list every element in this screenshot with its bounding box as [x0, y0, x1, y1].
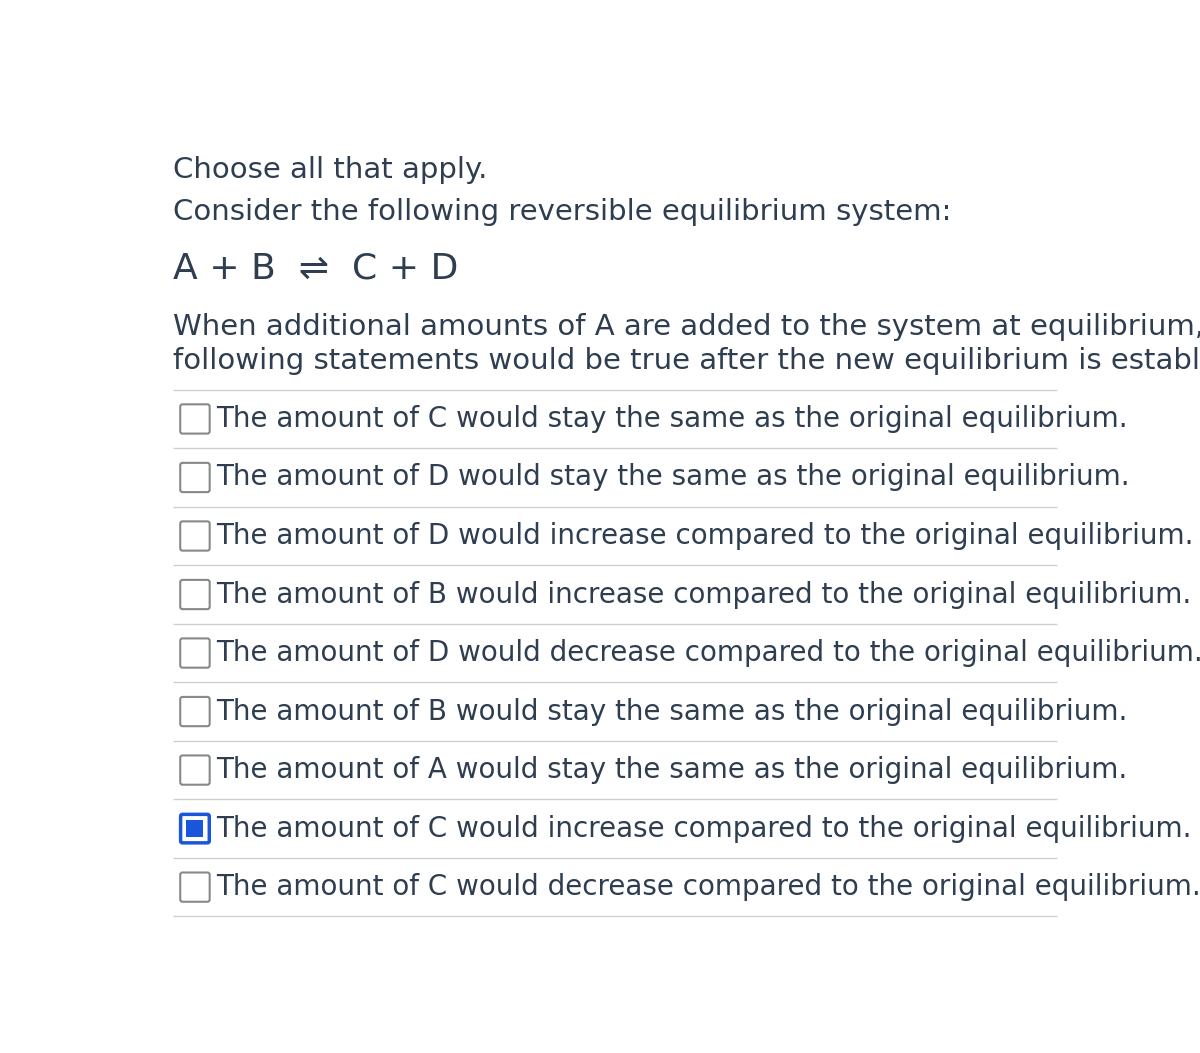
- FancyBboxPatch shape: [180, 873, 210, 901]
- Text: The amount of A would stay the same as the original equilibrium.: The amount of A would stay the same as t…: [216, 756, 1127, 784]
- FancyBboxPatch shape: [180, 580, 210, 609]
- Text: The amount of B would increase compared to the original equilibrium.: The amount of B would increase compared …: [216, 580, 1192, 609]
- Text: The amount of C would increase compared to the original equilibrium.: The amount of C would increase compared …: [216, 815, 1192, 842]
- FancyBboxPatch shape: [180, 697, 210, 727]
- Text: Choose all that apply.: Choose all that apply.: [173, 156, 487, 183]
- Text: The amount of D would decrease compared to the original equilibrium.: The amount of D would decrease compared …: [216, 639, 1200, 667]
- FancyBboxPatch shape: [180, 755, 210, 784]
- FancyBboxPatch shape: [180, 638, 210, 668]
- FancyBboxPatch shape: [180, 521, 210, 551]
- Text: The amount of D would stay the same as the original equilibrium.: The amount of D would stay the same as t…: [216, 463, 1129, 492]
- FancyBboxPatch shape: [180, 463, 210, 492]
- Text: A + B  ⇌  C + D: A + B ⇌ C + D: [173, 252, 458, 285]
- Text: The amount of C would decrease compared to the original equilibrium.: The amount of C would decrease compared …: [216, 873, 1200, 901]
- Text: following statements would be true after the new equilibrium is established?: following statements would be true after…: [173, 347, 1200, 375]
- FancyBboxPatch shape: [180, 404, 210, 434]
- FancyBboxPatch shape: [181, 814, 209, 842]
- Text: The amount of C would stay the same as the original equilibrium.: The amount of C would stay the same as t…: [216, 405, 1128, 433]
- Text: Consider the following reversible equilibrium system:: Consider the following reversible equili…: [173, 198, 952, 226]
- FancyBboxPatch shape: [186, 820, 204, 837]
- Text: When additional amounts of A are added to the system at equilibrium, which of th: When additional amounts of A are added t…: [173, 314, 1200, 341]
- Text: The amount of D would increase compared to the original equilibrium.: The amount of D would increase compared …: [216, 522, 1193, 550]
- Text: The amount of B would stay the same as the original equilibrium.: The amount of B would stay the same as t…: [216, 697, 1127, 726]
